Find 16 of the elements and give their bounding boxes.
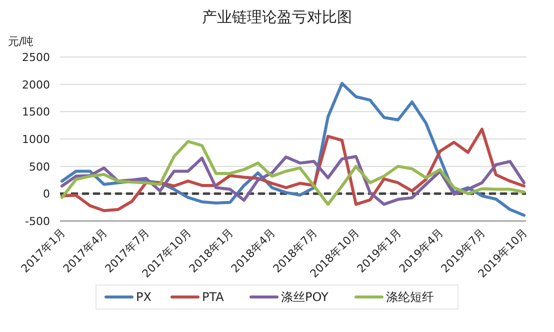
y-tick-label: 500 bbox=[29, 160, 50, 174]
legend-label: 涤丝POY bbox=[281, 290, 330, 304]
line-series bbox=[60, 128, 526, 212]
line-series bbox=[60, 140, 526, 206]
y-axis-title: 元/吨 bbox=[8, 35, 34, 48]
y-tick-label: 2000 bbox=[22, 78, 50, 92]
y-tick-label: 1500 bbox=[22, 106, 50, 119]
legend-label: PX bbox=[136, 290, 152, 304]
y-tick-label: -500 bbox=[25, 215, 50, 228]
y-tick-label: 1000 bbox=[22, 133, 50, 146]
line-series bbox=[60, 154, 526, 206]
y-tick-label: 0 bbox=[43, 188, 50, 201]
y-tick-label: 2500 bbox=[22, 51, 50, 64]
chart-title: 产业链理论盈亏对比图 bbox=[202, 8, 352, 26]
legend-label: 涤纶短纤 bbox=[386, 290, 434, 304]
legend-label: PTA bbox=[202, 290, 225, 304]
